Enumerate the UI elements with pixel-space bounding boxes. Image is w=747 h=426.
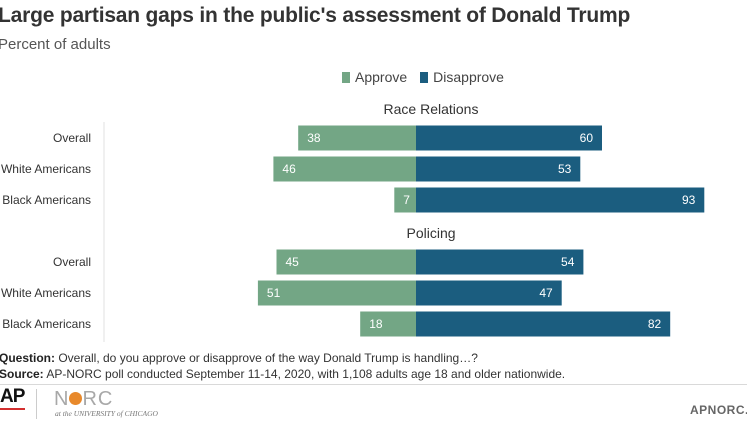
disapprove-bar: [416, 156, 581, 182]
norc-logo-dot: [69, 391, 83, 405]
chart-footer: Question: Overall, do you approve or dis…: [0, 350, 565, 382]
category-label: White Americans: [1, 162, 91, 176]
approve-bar: [276, 249, 416, 275]
question-note: Question: Overall, do you approve or dis…: [0, 350, 565, 366]
approve-value-label: 45: [286, 255, 300, 269]
norc-logo-rc: RC: [82, 388, 114, 410]
category-label: Overall: [53, 131, 91, 145]
legend-label-disapprove: Disapprove: [433, 69, 504, 85]
group-title: Policing: [406, 225, 455, 241]
approve-value-label: 18: [369, 317, 383, 331]
source-label: Source:: [0, 367, 44, 381]
approve-value-label: 7: [403, 193, 410, 207]
approve-value-label: 38: [307, 131, 321, 145]
legend: Approve Disapprove: [342, 69, 517, 85]
disapprove-bar: [416, 125, 602, 151]
legend-swatch-disapprove: [420, 71, 429, 83]
disapprove-bar: [416, 311, 671, 337]
approve-bar: [394, 187, 416, 213]
disapprove-value-label: 54: [561, 255, 575, 269]
approve-value-label: 46: [282, 162, 296, 176]
site-link[interactable]: APNORC.org: [690, 403, 747, 417]
disapprove-bar: [416, 280, 562, 306]
approve-bar: [360, 311, 416, 337]
ap-logo-underline: [0, 408, 25, 410]
disapprove-value-label: 53: [558, 162, 572, 176]
chart-title: Large partisan gaps in the public's asse…: [0, 4, 631, 27]
category-label: White Americans: [1, 286, 91, 300]
footer-divider: [0, 384, 747, 385]
chart-subtitle: Percent of adults: [0, 36, 111, 53]
disapprove-bar: [416, 249, 584, 275]
norc-subtitle: at the UNIVERSITY of CHICAGO: [55, 409, 158, 418]
disapprove-value-label: 47: [539, 286, 553, 300]
legend-swatch-approve: [342, 71, 350, 83]
source-note: Source: AP-NORC poll conducted September…: [0, 366, 565, 382]
norc-logo: N RC: [54, 388, 113, 411]
legend-label-approve: Approve: [355, 69, 408, 85]
approve-bar: [273, 156, 416, 182]
legend-item-disapprove: Disapprove: [420, 69, 504, 85]
ap-logo: AP: [0, 386, 25, 407]
diverging-bar-chart: Race Relations Overall 38 60 White Americans…: [1, 101, 705, 342]
disapprove-value-label: 60: [580, 131, 594, 145]
approve-bar: [298, 125, 416, 151]
logo-separator: [36, 389, 37, 419]
category-label: Black Americans: [2, 193, 91, 207]
disapprove-value-label: 93: [682, 193, 696, 207]
disapprove-bar: [416, 187, 705, 213]
question-text: Overall, do you approve or disapprove of…: [55, 351, 478, 365]
source-text: AP-NORC poll conducted September 11-14, …: [43, 367, 566, 381]
disapprove-value-label: 82: [648, 317, 662, 331]
legend-item-approve: Approve: [342, 69, 407, 85]
group-title: Race Relations: [384, 101, 479, 117]
category-label: Overall: [53, 255, 91, 269]
approve-value-label: 51: [267, 286, 281, 300]
question-label: Question:: [0, 351, 55, 365]
category-label: Black Americans: [2, 317, 91, 331]
norc-logo-n: N: [54, 388, 70, 410]
approve-bar: [257, 280, 416, 306]
